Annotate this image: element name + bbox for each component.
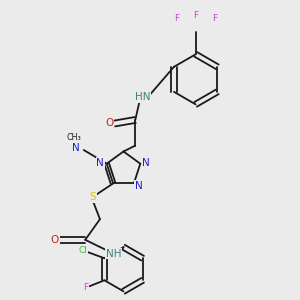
Text: F: F [174,14,179,23]
Text: F: F [84,283,89,292]
Text: HN: HN [135,92,150,102]
Text: O: O [51,235,59,245]
Text: N: N [142,158,150,167]
Text: NH: NH [106,249,121,259]
Text: N: N [135,181,142,191]
Text: O: O [105,118,113,128]
Text: CH₃: CH₃ [66,133,81,142]
Text: Cl: Cl [78,246,87,255]
Text: F: F [212,14,217,23]
Text: N: N [72,142,80,153]
Text: F: F [193,11,198,20]
Text: N: N [96,158,104,168]
Text: S: S [89,192,96,202]
